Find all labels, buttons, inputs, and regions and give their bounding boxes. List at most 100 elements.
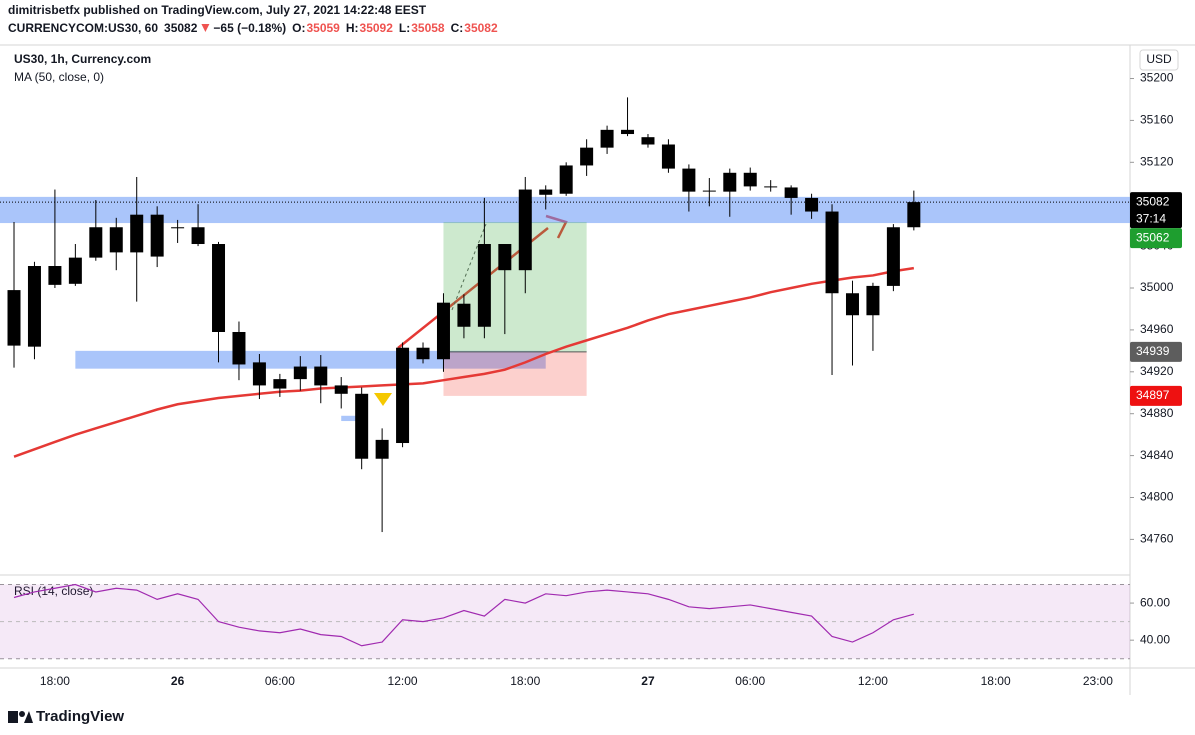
- y-tick-label: 34920: [1140, 364, 1174, 378]
- candle-body: [559, 165, 573, 194]
- candle-body: [7, 290, 21, 346]
- price-label-box: [1130, 385, 1182, 406]
- price-label-box: [1130, 341, 1182, 362]
- price-label: 35062: [1136, 230, 1170, 244]
- candle-body: [477, 244, 491, 327]
- rsi-tick-label: 60.00: [1140, 595, 1170, 609]
- candle-body: [314, 366, 328, 386]
- x-tick-label: 18:00: [981, 674, 1011, 688]
- y-tick-label: 35200: [1140, 71, 1174, 85]
- candle-body: [682, 168, 696, 192]
- ohlc-value: 35092: [360, 21, 394, 35]
- stop-zone: [443, 351, 587, 396]
- candle-body: [150, 214, 164, 257]
- candle-body: [27, 266, 41, 347]
- price-label: 34897: [1136, 388, 1170, 402]
- price-label-box: [1130, 228, 1182, 249]
- last-price: 35082: [164, 21, 198, 35]
- candle-body: [48, 266, 62, 285]
- profit-zone: [443, 222, 587, 352]
- candle-body: [702, 190, 716, 192]
- candle-body: [845, 293, 859, 316]
- candle-body: [416, 347, 430, 360]
- price-label: 35082: [1136, 194, 1170, 208]
- candle-body: [191, 227, 205, 245]
- candle-body: [723, 172, 737, 192]
- y-tick-label: 35000: [1140, 280, 1174, 294]
- candle-body: [498, 244, 512, 271]
- candle-body: [580, 147, 594, 166]
- y-tick-label: 34760: [1140, 532, 1174, 546]
- price-label-box: [1130, 192, 1182, 229]
- y-tick-label: 34960: [1140, 322, 1174, 336]
- zone: [0, 196, 1130, 224]
- candle-body: [764, 186, 778, 188]
- rsi-line: [13, 583, 914, 647]
- down-arrow: [201, 24, 210, 32]
- ohlc-label: H:: [346, 21, 359, 35]
- y-tick-label: 35160: [1140, 113, 1174, 127]
- candle-body: [539, 189, 553, 195]
- y-tick-label: 34880: [1140, 406, 1174, 420]
- symbol: CURRENCYCOM:US30, 60: [8, 21, 158, 35]
- candle-body: [600, 129, 614, 148]
- x-tick-label: 12:00: [858, 674, 888, 688]
- candle-body: [68, 257, 82, 284]
- ohlc-label: L:: [399, 21, 410, 35]
- chart-title: US30, 1h, Currency.com: [14, 52, 151, 66]
- ohlc-label: O:: [292, 21, 305, 35]
- candle-body: [621, 129, 635, 135]
- candle-body: [457, 303, 471, 327]
- candle-body: [232, 331, 246, 365]
- countdown: 37:14: [1136, 211, 1166, 225]
- candle-body: [396, 347, 410, 444]
- y-tick-label: 35120: [1140, 154, 1174, 168]
- candle-body: [89, 227, 103, 258]
- currency-box[interactable]: [1139, 49, 1179, 71]
- candle-body: [886, 227, 900, 286]
- x-tick-label: 18:00: [40, 674, 70, 688]
- rsi-tick-label: 40.00: [1140, 632, 1170, 646]
- x-tick-label: 18:00: [510, 674, 540, 688]
- x-tick-label: 26: [171, 674, 185, 688]
- rsi-legend: RSI (14, close): [14, 584, 93, 598]
- candle-body: [907, 202, 921, 228]
- x-tick-label: 23:00: [1083, 674, 1113, 688]
- ma-legend: MA (50, close, 0): [14, 70, 104, 84]
- candle-body: [743, 172, 757, 187]
- y-tick-label: 34840: [1140, 448, 1174, 462]
- candle-body: [641, 137, 655, 145]
- candle-body: [334, 385, 348, 394]
- candle-body: [293, 366, 307, 380]
- candle-body: [375, 439, 389, 459]
- ma-line: [13, 266, 915, 458]
- candle-body: [273, 379, 287, 389]
- candle-body: [866, 285, 880, 316]
- change: −65 (−0.18%): [213, 21, 286, 35]
- price-label: 34939: [1136, 344, 1170, 358]
- currency: USD: [1146, 52, 1172, 66]
- signal-marker: [374, 393, 392, 406]
- x-tick-label: 06:00: [265, 674, 295, 688]
- candle-body: [784, 187, 798, 198]
- candle-body: [661, 144, 675, 169]
- candle-body: [109, 227, 123, 253]
- candle-body: [355, 393, 369, 459]
- x-tick-label: 06:00: [735, 674, 765, 688]
- logo: [8, 711, 33, 723]
- zone: [341, 415, 356, 422]
- ohlc-value: 35059: [306, 21, 340, 35]
- candle-body: [130, 214, 144, 253]
- ohlc-value: 35082: [464, 21, 498, 35]
- candle-body: [518, 189, 532, 271]
- x-tick-label: 27: [641, 674, 655, 688]
- ohlc-label: C:: [451, 21, 464, 35]
- y-tick-label: 34800: [1140, 490, 1174, 504]
- x-tick-label: 12:00: [388, 674, 418, 688]
- author-line: dimitrisbetfx published on TradingView.c…: [8, 3, 427, 17]
- candle-body: [805, 197, 819, 212]
- candle-body: [825, 211, 839, 294]
- candle-body: [171, 227, 185, 229]
